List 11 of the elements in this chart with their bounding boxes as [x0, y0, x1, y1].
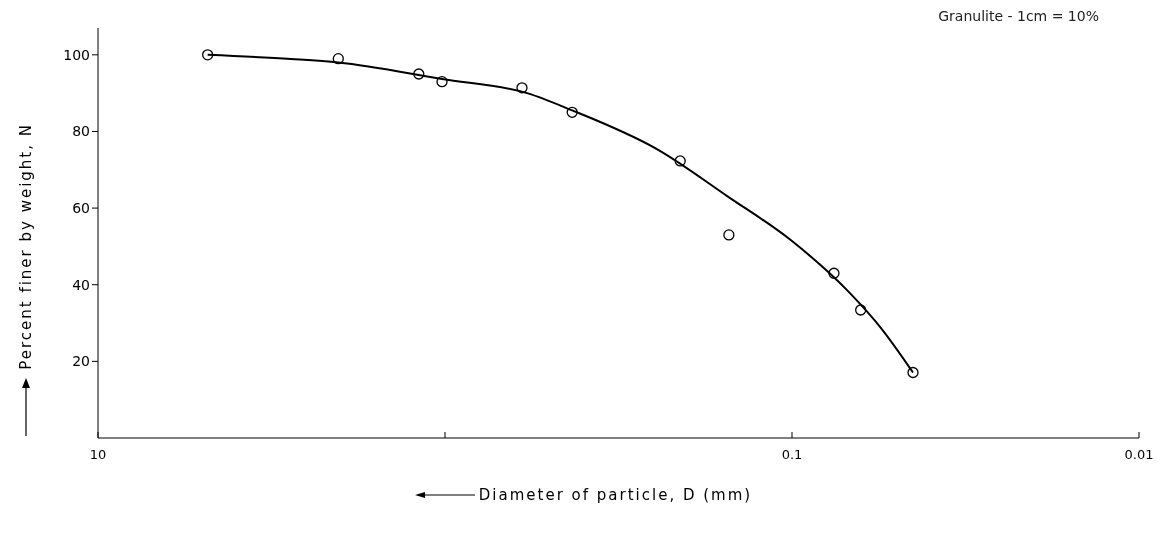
x-tick-label: 0.01	[1124, 447, 1154, 463]
text: Granulite - 1cm = 10%	[938, 8, 1099, 24]
y-tick-label: 40	[72, 276, 90, 293]
y-tick-label: 20	[72, 353, 90, 370]
x-tick-label: 10	[89, 447, 107, 463]
y-tick-label: 100	[63, 46, 90, 63]
x-axis-title: Diameter of particle, D (mm)	[478, 486, 753, 504]
y-tick-label: 60	[72, 200, 90, 217]
y-tick-label: 80	[72, 123, 90, 140]
x-tick-label: 0.1	[781, 447, 803, 463]
y-axis-title: Percent finer by weight, N	[17, 123, 35, 370]
